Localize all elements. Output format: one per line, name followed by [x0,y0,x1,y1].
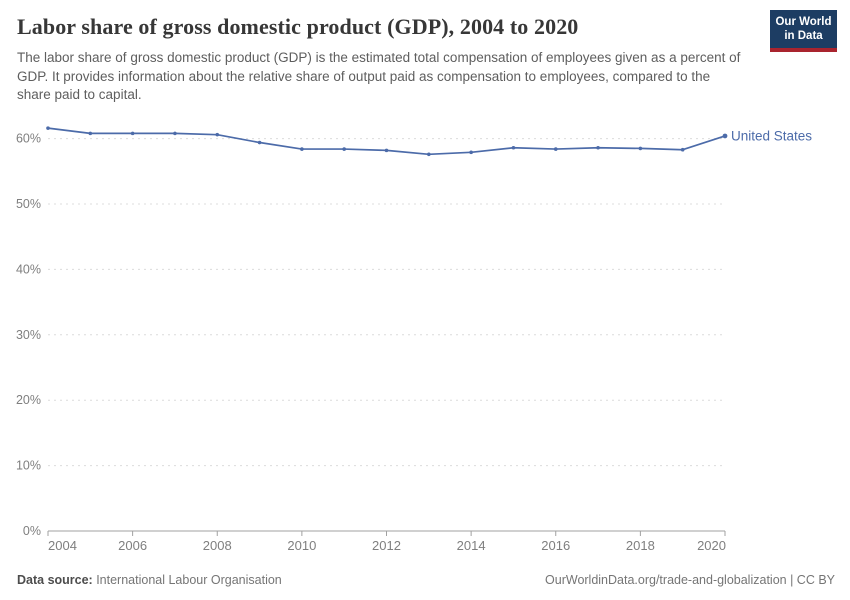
x-tick-label-2010: 2010 [287,538,316,553]
y-tick-label-30: 30% [16,328,41,342]
data-source-value: International Labour Organisation [92,573,282,587]
series-united-states[interactable]: United States [46,126,812,157]
credit-line: OurWorldinData.org/trade-and-globalizati… [545,573,835,587]
data-point-2014[interactable] [469,150,473,155]
x-tick-label-2014: 2014 [457,538,486,553]
data-point-2012[interactable] [384,148,389,153]
owid-logo: Our World in Data [770,10,837,53]
y-tick-label-40: 40% [16,262,41,276]
chart-title: Labor share of gross domestic product (G… [17,14,579,39]
data-point-2005[interactable] [88,131,93,136]
x-axis-labels: 2004 2006 2008 2010 2012 2014 2016 2018 2020 [48,538,726,553]
y-axis-labels: 0% 10% 20% 30% 40% 50% 60% [16,132,41,538]
data-point-2016[interactable] [553,147,558,151]
data-point-2015[interactable] [511,145,516,150]
x-tick-label-2012: 2012 [372,538,401,553]
x-tick-label-2006: 2006 [118,538,147,553]
y-tick-label-20: 20% [16,393,41,407]
data-source: Data source: International Labour Organi… [17,573,282,587]
data-point-2006[interactable] [130,131,135,136]
data-point-2020[interactable] [722,133,728,139]
x-tick-label-2020: 2020 [697,538,726,553]
data-point-2018[interactable] [638,146,643,151]
data-point-2007[interactable] [173,131,177,136]
data-point-2010[interactable] [300,147,304,151]
y-gridlines [48,138,725,467]
y-tick-label-0: 0% [23,524,41,538]
data-point-2017[interactable] [596,145,600,150]
chart-header: Labor share of gross domestic product (G… [0,0,850,105]
chart-footer: Data source: International Labour Organi… [17,573,835,587]
x-tick-label-2018: 2018 [626,538,655,553]
data-source-label: Data source: [17,573,93,587]
chart-subtitle: The labor share of gross domestic produc… [17,50,741,103]
y-tick-label-10: 10% [16,459,41,473]
y-tick-label-60: 60% [16,132,41,146]
data-point-2011[interactable] [342,147,346,151]
owid-logo-line1: Our World [775,16,832,28]
x-axis [47,530,726,536]
data-point-2009[interactable] [257,140,262,145]
x-tick-label-2004: 2004 [48,538,77,553]
y-tick-label-50: 50% [16,197,41,211]
series-end-label: United States [731,128,812,143]
data-point-2019[interactable] [680,147,685,152]
data-point-2013[interactable] [427,152,431,157]
x-tick-label-2008: 2008 [203,538,232,553]
data-point-2008[interactable] [215,132,220,137]
x-tick-label-2016: 2016 [541,538,570,553]
data-point-2004[interactable] [46,126,50,130]
owid-logo-line2: in Data [784,29,823,42]
